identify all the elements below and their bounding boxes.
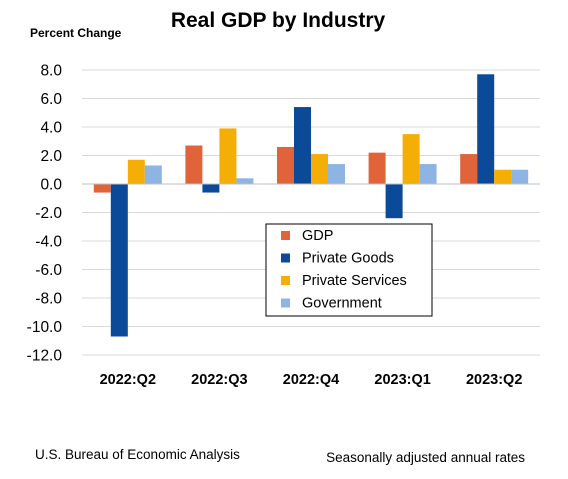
bar-government-2023-q1 [419, 164, 437, 184]
bar-private-services-2023-q1 [402, 134, 420, 184]
bar-private-services-2022-q2 [127, 159, 145, 184]
bar-gdp-2023-q1 [368, 152, 386, 184]
y-tick-label: 4.0 [40, 120, 62, 137]
x-tick-label: 2022:Q3 [191, 372, 247, 388]
legend-box [265, 223, 433, 317]
y-tick-label: -4.0 [35, 234, 62, 251]
y-tick-label: -2.0 [35, 205, 62, 222]
rates-note: Seasonally adjusted annual rates [326, 450, 525, 465]
x-axis-ticks: 2022:Q2 2022:Q3 2022:Q4 2023:Q1 2023:Q2 [100, 372, 523, 388]
bar-government-2023-q2 [511, 169, 529, 184]
bar-private-goods-2022-q3 [202, 184, 220, 193]
legend-swatch [281, 298, 290, 308]
chart-title: Real GDP by Industry [171, 9, 386, 32]
y-axis-ticks: 8.0 6.0 4.0 2.0 0.0 -2.0 -4.0 -6.0 -8.0 -10.0 -12.… [27, 63, 63, 365]
bar-private-goods-2022-q4 [294, 107, 311, 184]
bar-gdp-2022-q2 [93, 184, 111, 193]
legend-swatch [281, 253, 290, 263]
x-tick-label: 2022:Q4 [283, 372, 339, 388]
legend-swatch [281, 231, 290, 240]
y-tick-label: -12.0 [27, 348, 63, 365]
y-axis-label: Percent Change [30, 26, 122, 40]
source-note: U.S. Bureau of Economic Analysis [35, 447, 240, 462]
bar-private-goods-2022-q2 [110, 184, 128, 337]
x-tick-label: 2023:Q1 [374, 372, 430, 388]
legend-entry: Private Services [302, 273, 407, 289]
bar-gdp-2023-q2 [460, 154, 478, 184]
bar-private-services-2022-q4 [311, 154, 328, 184]
y-tick-label: -10.0 [27, 319, 63, 336]
bar-private-goods-2023-q2 [477, 74, 495, 184]
bar-private-services-2023-q2 [494, 169, 512, 184]
bar-gdp-2022-q3 [185, 145, 203, 184]
bar-government-2022-q2 [144, 165, 162, 184]
legend-swatch [281, 276, 290, 285]
y-tick-label: -6.0 [35, 262, 62, 279]
bar-government-2022-q3 [236, 178, 254, 184]
x-tick-label: 2023:Q2 [466, 372, 522, 388]
legend-entry: Government [302, 296, 382, 312]
y-tick-label: 2.0 [40, 148, 62, 165]
y-tick-label: 6.0 [40, 91, 62, 108]
bar-private-goods-2023-q1 [385, 184, 403, 219]
legend: GDP Private Goods Private Services Governme… [265, 223, 433, 317]
bars [82, 74, 540, 337]
bar-private-services-2022-q3 [219, 128, 237, 184]
bar-government-2022-q4 [328, 164, 345, 184]
x-tick-label: 2022:Q2 [100, 372, 156, 388]
legend-entry: GDP [302, 228, 333, 244]
y-tick-label: -8.0 [35, 291, 62, 308]
legend-entry: Private Goods [302, 251, 394, 267]
y-tick-label: 8.0 [40, 63, 62, 80]
y-tick-label: 0.0 [40, 177, 62, 194]
bar-gdp-2022-q4 [277, 146, 294, 184]
